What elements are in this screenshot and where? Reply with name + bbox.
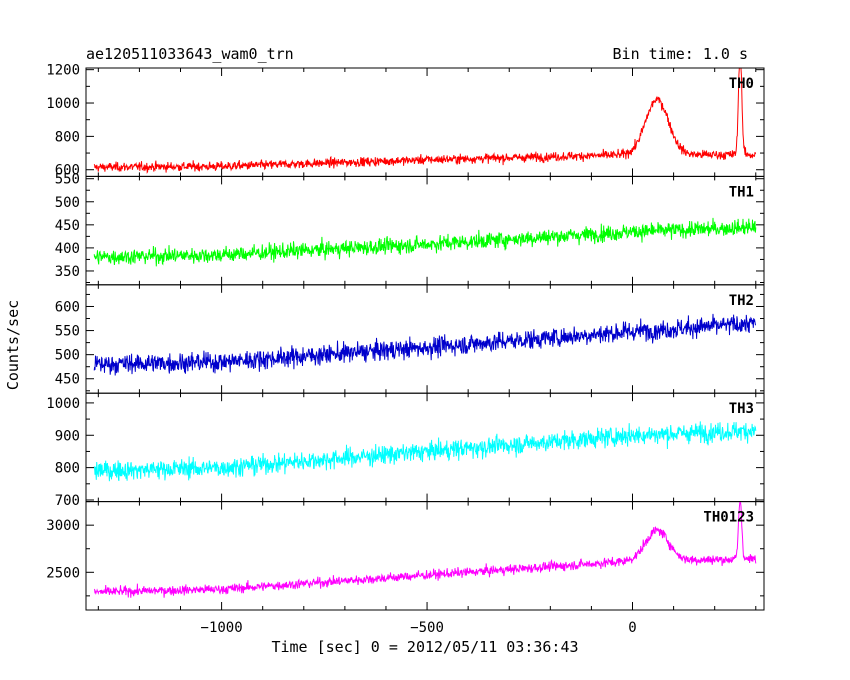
y-tick-label: 600 [55,299,80,315]
y-tick-label: 1000 [46,396,80,412]
panel-label-th0123: TH0123 [703,510,754,526]
panel-frame-th0123 [85,501,765,611]
panel-label-th1: TH1 [729,184,754,200]
x-axis-label: Time [sec] 0 = 2012/05/11 03:36:43 [271,638,579,656]
bin-time-label: Bin time: 1.0 s [612,45,748,63]
y-axis-label: Counts/sec [4,299,22,391]
x-tick-label: 0 [628,620,636,636]
y-tick-label: 2500 [46,565,80,581]
y-tick-label: 800 [55,461,80,477]
series-th2 [93,313,757,376]
y-tick-label: 400 [55,241,80,257]
y-tick-label: 450 [55,372,80,388]
y-tick-label: 550 [55,172,80,188]
panel-label-th2: TH2 [729,293,754,309]
series-th3 [93,421,757,482]
y-tick-label: 900 [55,428,80,444]
y-tick-label: 1200 [46,63,80,79]
y-tick-label: 1000 [46,96,80,112]
series-th0 [93,68,757,174]
series-th0123 [93,501,757,598]
y-tick-label: 600 [55,163,80,179]
x-tick-label: −1000 [201,620,243,636]
y-tick-label: 350 [55,264,80,280]
panel-label-th0: TH0 [729,76,754,92]
y-tick-label: 800 [55,129,80,145]
y-tick-label: 700 [55,493,80,509]
y-tick-label: 450 [55,218,80,234]
panel-frame-th2 [85,284,765,394]
chart-title: ae120511033643_wam0_trn [86,45,294,63]
panel-label-th3: TH3 [729,401,754,417]
y-tick-label: 500 [55,348,80,364]
x-tick-label: −500 [410,620,444,636]
y-tick-label: 500 [55,195,80,211]
y-tick-label: 3000 [46,518,80,534]
series-th1 [93,217,757,267]
y-tick-label: 550 [55,324,80,340]
